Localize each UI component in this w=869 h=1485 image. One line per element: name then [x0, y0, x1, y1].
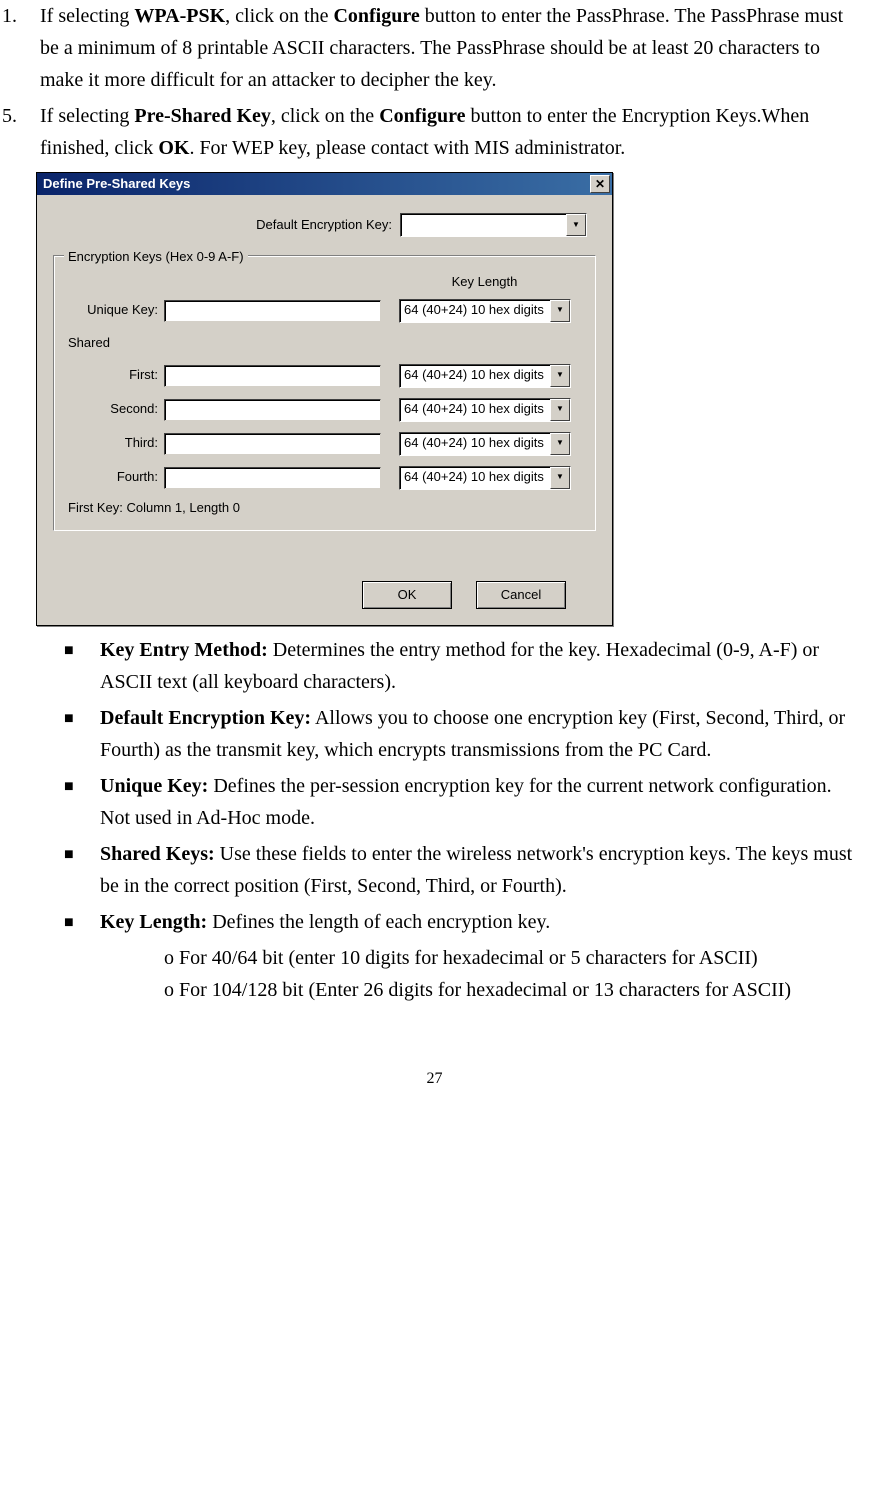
first-key-label: First: — [66, 365, 164, 386]
text-bold: Configure — [333, 5, 419, 27]
third-key-label: Third: — [66, 433, 164, 454]
first-key-length-combo[interactable]: 64 (40+24) 10 hex digits ▼ — [399, 364, 571, 388]
third-key-length-combo[interactable]: 64 (40+24) 10 hex digits ▼ — [399, 432, 571, 456]
text-bold: Unique Key: — [100, 775, 208, 797]
bullet-icon: ■ — [64, 770, 100, 834]
first-key-input[interactable] — [164, 365, 381, 387]
text-bold: Configure — [379, 105, 465, 127]
list-number-5: 5. — [0, 100, 40, 164]
bullet-text-1: Key Entry Method: Determines the entry m… — [100, 634, 869, 698]
text-fragment: . For WEP key, please contact with MIS a… — [189, 137, 625, 159]
key-length-header: Key Length — [386, 272, 583, 293]
fourth-key-label: Fourth: — [66, 467, 164, 488]
cancel-button[interactable]: Cancel — [476, 581, 566, 609]
text-fragment: , click on the — [271, 105, 379, 127]
text-bold: Pre-Shared Key — [134, 105, 270, 127]
dialog-titlebar: Define Pre-Shared Keys ✕ — [37, 173, 612, 195]
text-bold: Default Encryption Key: — [100, 707, 311, 729]
chevron-down-icon: ▼ — [550, 365, 570, 387]
ok-button[interactable]: OK — [362, 581, 452, 609]
chevron-down-icon: ▼ — [550, 433, 570, 455]
text-fragment: If selecting — [40, 105, 134, 127]
sub-bullet-2: o For 104/128 bit (Enter 26 digits for h… — [64, 974, 869, 1006]
text-bold: OK — [158, 137, 189, 159]
second-key-input[interactable] — [164, 399, 381, 421]
fourth-key-length-combo[interactable]: 64 (40+24) 10 hex digits ▼ — [399, 466, 571, 490]
page-number: 27 — [0, 1066, 869, 1092]
text-bold: Shared Keys: — [100, 843, 215, 865]
combo-text: 64 (40+24) 10 hex digits — [400, 399, 550, 420]
bullet-text-2: Default Encryption Key: Allows you to ch… — [100, 702, 869, 766]
bullet-icon: ■ — [64, 838, 100, 902]
chevron-down-icon: ▼ — [566, 214, 586, 236]
text-fragment: Defines the length of each encryption ke… — [207, 911, 550, 933]
bullet-text-5: Key Length: Defines the length of each e… — [100, 906, 869, 938]
text-bold: Key Entry Method: — [100, 639, 268, 661]
text-bold: Key Length: — [100, 911, 207, 933]
shared-label: Shared — [68, 333, 583, 354]
default-key-label: Default Encryption Key: — [62, 215, 400, 236]
sub-bullet-1: o For 40/64 bit (enter 10 digits for hex… — [64, 942, 869, 974]
default-key-combo[interactable]: ▼ — [400, 213, 587, 237]
chevron-down-icon: ▼ — [550, 467, 570, 489]
fieldset-legend: Encryption Keys (Hex 0-9 A-F) — [64, 247, 248, 268]
fourth-key-input[interactable] — [164, 467, 381, 489]
bullet-icon: ■ — [64, 906, 100, 938]
bullet-icon: ■ — [64, 702, 100, 766]
combo-text: 64 (40+24) 10 hex digits — [400, 467, 550, 488]
combo-text: 64 (40+24) 10 hex digits — [400, 300, 550, 321]
text-bold: WPA-PSK — [134, 5, 225, 27]
combo-text: 64 (40+24) 10 hex digits — [400, 365, 550, 386]
third-key-input[interactable] — [164, 433, 381, 455]
bullet-text-3: Unique Key: Defines the per-session encr… — [100, 770, 869, 834]
unique-key-length-combo[interactable]: 64 (40+24) 10 hex digits ▼ — [399, 299, 571, 323]
list-text-5: If selecting Pre-Shared Key, click on th… — [40, 100, 869, 164]
close-icon[interactable]: ✕ — [590, 175, 610, 193]
bullet-text-4: Shared Keys: Use these fields to enter t… — [100, 838, 869, 902]
list-number-1: 1. — [0, 0, 40, 96]
unique-key-input[interactable] — [164, 300, 381, 322]
chevron-down-icon: ▼ — [550, 300, 570, 322]
second-key-length-combo[interactable]: 64 (40+24) 10 hex digits ▼ — [399, 398, 571, 422]
dialog-title: Define Pre-Shared Keys — [43, 174, 190, 195]
dialog-window: Define Pre-Shared Keys ✕ Default Encrypt… — [36, 172, 613, 626]
bullet-icon: ■ — [64, 634, 100, 698]
second-key-label: Second: — [66, 399, 164, 420]
text-fragment: If selecting — [40, 5, 134, 27]
text-fragment: , click on the — [225, 5, 333, 27]
combo-text: 64 (40+24) 10 hex digits — [400, 433, 550, 454]
status-text: First Key: Column 1, Length 0 — [68, 498, 583, 519]
chevron-down-icon: ▼ — [550, 399, 570, 421]
text-fragment: Defines the per-session encryption key f… — [100, 775, 832, 829]
list-text-1: If selecting WPA-PSK, click on the Confi… — [40, 0, 869, 96]
encryption-keys-fieldset: Encryption Keys (Hex 0-9 A-F) Key Length… — [53, 255, 596, 531]
unique-key-label: Unique Key: — [66, 300, 164, 321]
